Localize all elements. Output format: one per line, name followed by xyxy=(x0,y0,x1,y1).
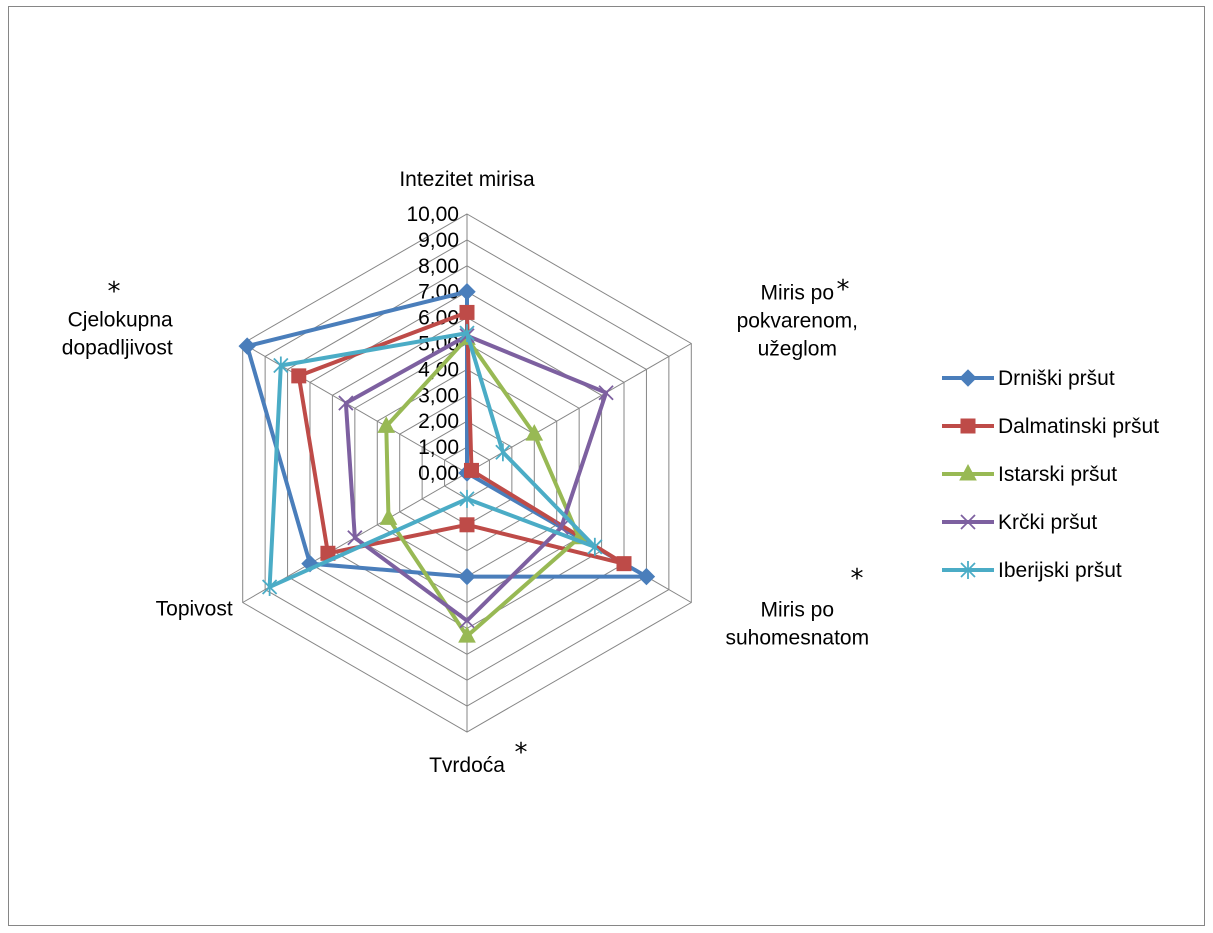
marker-stroke xyxy=(598,385,614,401)
data-point xyxy=(525,424,544,441)
marker-stroke xyxy=(347,530,363,546)
legend-entry: Drniški pršut xyxy=(942,367,1115,390)
data-point xyxy=(459,304,475,320)
legend-entry: Iberijski pršut xyxy=(942,559,1122,582)
data-point xyxy=(273,356,289,375)
data-point xyxy=(587,537,603,556)
legend-entry: Krčki pršut xyxy=(942,511,1097,534)
legend: Drniški pršut Dalmatinski pršut Istarski p… xyxy=(942,367,1159,582)
category-label-line: Cjelokupna xyxy=(68,309,173,332)
data-point xyxy=(495,443,511,462)
tick-label: 1,00 xyxy=(418,436,459,459)
tick-label: 2,00 xyxy=(418,410,459,433)
legend-marker xyxy=(959,369,977,387)
radar-chart: 0,001,002,003,004,005,006,007,008,009,00… xyxy=(62,168,1159,777)
marker-stroke xyxy=(459,612,475,629)
legend-label: Istarski pršut xyxy=(998,463,1117,486)
category-label: Miris po suhomesnatom xyxy=(726,599,870,650)
legend-label: Krčki pršut xyxy=(998,511,1097,534)
category-label-line: Topivost xyxy=(156,598,233,621)
series-kr-ki-pr-ut xyxy=(338,328,614,629)
legend-label: Iberijski pršut xyxy=(998,559,1122,582)
category-label-line: suhomesnatom xyxy=(726,627,870,650)
legend-marker xyxy=(960,561,976,579)
category-label: Cjelokupna dopadljivost xyxy=(62,309,173,360)
data-point xyxy=(459,324,475,343)
significance-marker: * xyxy=(851,564,864,594)
data-point xyxy=(377,416,396,433)
data-point xyxy=(459,612,475,629)
category-label-line: užeglom xyxy=(758,338,837,361)
tick-label: 9,00 xyxy=(418,229,459,252)
legend-label: Drniški pršut xyxy=(998,367,1115,390)
data-point xyxy=(238,337,256,355)
data-point xyxy=(261,577,278,596)
marker-stroke xyxy=(338,395,354,411)
tick-label: 3,00 xyxy=(418,384,459,407)
chart-frame: 0,00 1,00 2,00 3,00 4,00 5,00 6,00 7,00 8,00 9,00… xyxy=(8,6,1205,926)
category-label-line: Intezitet mirisa xyxy=(399,168,535,191)
legend-label: Dalmatinski pršut xyxy=(998,415,1159,438)
category-label-line: Miris po xyxy=(761,599,835,622)
significance-marker: * xyxy=(108,277,121,307)
data-point xyxy=(458,626,476,643)
legend-entry: Dalmatinski pršut xyxy=(942,415,1159,438)
data-point xyxy=(458,282,476,301)
category-label-line: dopadljivost xyxy=(62,337,173,360)
category-label: Topivost xyxy=(156,598,233,621)
data-point xyxy=(459,489,475,508)
tick-label: 6,00 xyxy=(418,307,459,330)
tick-label: 10,00 xyxy=(406,203,459,226)
data-point xyxy=(598,385,614,401)
category-label: Miris po pokvarenom, užeglom xyxy=(737,282,858,361)
data-point xyxy=(637,567,656,586)
category-label: Tvrdoća xyxy=(429,754,505,777)
data-point xyxy=(616,556,632,572)
category-label-line: Tvrdoća xyxy=(429,754,505,777)
series-iberijski-pr-ut xyxy=(261,324,603,596)
category-label-line: Miris po xyxy=(761,282,835,305)
category-labels: Intezitet mirisa Miris po pokvarenom, užegl… xyxy=(62,168,869,777)
significance-marker: * xyxy=(515,738,528,768)
category-label-line: pokvarenom, xyxy=(737,310,858,333)
tick-label: 8,00 xyxy=(418,255,459,278)
data-point xyxy=(459,517,475,533)
data-point xyxy=(291,368,307,384)
legend-marker xyxy=(960,418,976,434)
category-label: Intezitet mirisa xyxy=(399,168,535,191)
series-layer xyxy=(238,282,656,643)
series-dalmatinski-pr-ut xyxy=(291,304,632,572)
marker-stroke xyxy=(960,514,976,530)
data-point xyxy=(463,462,479,478)
tick-label: 0,00 xyxy=(418,462,459,485)
data-point xyxy=(458,567,476,586)
data-point xyxy=(338,395,354,411)
data-point xyxy=(347,530,363,546)
legend-marker xyxy=(959,463,977,481)
legend-entry: Istarski pršut xyxy=(942,463,1117,486)
legend-marker xyxy=(960,514,976,530)
data-point xyxy=(379,508,398,525)
significance-marker: * xyxy=(837,275,850,305)
